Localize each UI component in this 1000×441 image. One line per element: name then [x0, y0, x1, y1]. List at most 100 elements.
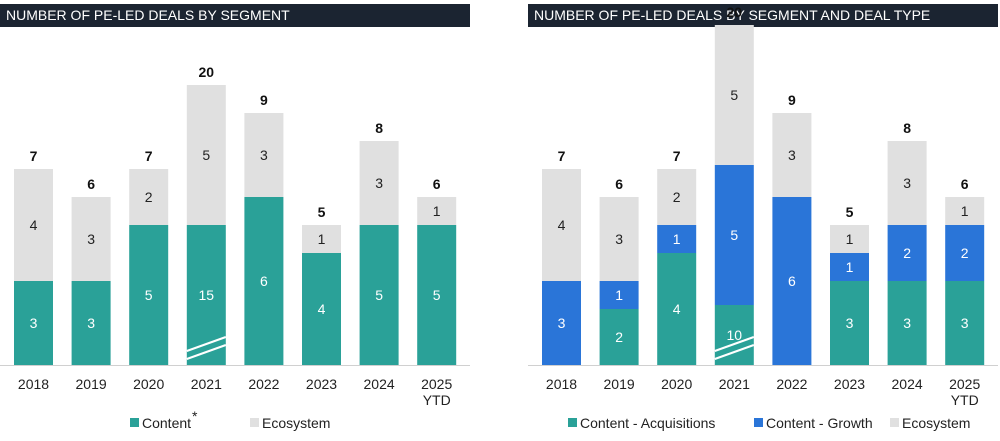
segment-value-label: 3 [87, 315, 95, 331]
legend: Content * Ecosystem [130, 408, 330, 431]
legend-label: Ecosystem [262, 415, 330, 431]
bar-2025: 3 2 1 [945, 197, 985, 365]
bar-2023: 3 1 1 [830, 225, 869, 365]
bar-segment [542, 169, 581, 281]
legend-swatch [890, 418, 899, 427]
segment-value-label: 3 [903, 175, 911, 191]
x-tick-label: 2021 [191, 376, 222, 392]
x-tick-sublabel: YTD [423, 392, 451, 408]
legend-label: Content [142, 415, 191, 431]
segment-value-label: 1 [673, 231, 681, 247]
bar-2021: 10 5 5 [714, 25, 755, 365]
bar-total-label: 7 [558, 148, 566, 164]
axis-break-line [186, 336, 227, 352]
x-tick-label: 2020 [133, 376, 164, 392]
bar-2023: 41 [302, 225, 341, 365]
legend: Content - Acquisitions Content - Growth Ec… [568, 415, 970, 431]
bar-total-label: 5 [318, 204, 326, 220]
bar-segment [657, 169, 697, 225]
x-tick-label: 2020 [661, 376, 692, 392]
bar-2025: 51 [417, 197, 457, 365]
segment-value-label: 3 [30, 315, 38, 331]
segment-value-label: 4 [318, 301, 326, 317]
bar-segment [129, 169, 169, 225]
segment-value-label: 5 [375, 287, 383, 303]
segment-value-label: 2 [145, 189, 153, 205]
bar-segment [359, 225, 399, 365]
segment-value-label: 5 [730, 227, 738, 243]
x-tick-label: 2018 [546, 376, 577, 392]
x-tick-label: 2023 [306, 376, 337, 392]
segment-value-label: 1 [961, 203, 969, 219]
legend-swatch [754, 418, 763, 427]
bar-2018: 34 [14, 169, 53, 365]
x-tick-label: 2022 [248, 376, 279, 392]
segment-value-label: 3 [961, 315, 969, 331]
x-tick-label: 2022 [776, 376, 807, 392]
legend-item: Content - Growth [754, 415, 873, 431]
bar-segment [359, 141, 399, 225]
bar-segment [945, 197, 985, 225]
bar-segment [417, 225, 457, 365]
bar-segment [244, 197, 284, 365]
legend-label: Content - Acquisitions [580, 415, 715, 431]
bar-2022: 63 [244, 113, 284, 365]
segment-value-label: 2 [673, 189, 681, 205]
axis-break-line [714, 344, 755, 360]
bar-2020: 4 1 2 [657, 169, 697, 365]
bar-total-label: 8 [903, 120, 911, 136]
bar-total-label: 7 [673, 148, 681, 164]
segment-value-label: 1 [318, 231, 326, 247]
x-tick-label: 2025 [949, 376, 980, 392]
segment-value-label: 2 [615, 329, 623, 345]
bar-segment [599, 309, 639, 365]
legend-footnote-marker: * [192, 408, 198, 424]
chart-panel-deal-type: NUMBER OF PE-LED DEALS BY SEGMENT AND DE… [528, 0, 1000, 441]
bar-segment [945, 281, 985, 365]
bar-segment [14, 169, 53, 281]
bar-total-label: 6 [961, 176, 969, 192]
bar-segment [714, 165, 754, 305]
x-tick-label: 2024 [892, 376, 923, 392]
segment-value-label: 15 [199, 287, 215, 303]
chart-deal-type: 3472018213620194127202010552020216392022… [528, 4, 998, 431]
bar-total-label: 9 [788, 92, 796, 108]
x-tick-label: 2024 [364, 376, 395, 392]
x-tick-label: 2018 [18, 376, 49, 392]
segment-value-label: 4 [673, 301, 681, 317]
segment-value-label: 5 [145, 287, 153, 303]
bar-segment [186, 85, 226, 225]
x-tick-label: 2025 [421, 376, 452, 392]
bar-segment [657, 225, 697, 253]
bar-2018: 34 [542, 169, 581, 365]
bar-segment [887, 141, 927, 225]
legend-item: Ecosystem [890, 415, 970, 431]
chart-segment: 3472018336201952720201552020216392022415… [0, 64, 470, 431]
x-tick-label: 2023 [834, 376, 865, 392]
bar-total-label: 5 [846, 204, 854, 220]
segment-value-label: 4 [30, 217, 38, 233]
bar-2019: 2 1 3 [599, 197, 639, 365]
bar-segment [657, 253, 697, 365]
bar-2019: 33 [71, 197, 111, 365]
segment-value-label: 1 [615, 287, 623, 303]
legend-item: Content * [130, 408, 198, 431]
bar-2022: 63 [772, 113, 812, 365]
segment-value-label: 1 [433, 203, 441, 219]
segment-value-label: 1 [846, 231, 854, 247]
legend-label: Content - Growth [766, 415, 873, 431]
bar-segment [599, 197, 639, 281]
bar-segment [772, 113, 812, 197]
bar-segment [71, 197, 111, 281]
bar-total-label: 6 [87, 176, 95, 192]
x-tick-label: 2019 [76, 376, 107, 392]
chart-title: NUMBER OF PE-LED DEALS BY SEGMENT AND DE… [528, 4, 998, 27]
bar-segment [542, 281, 581, 365]
bar-total-label: 6 [615, 176, 623, 192]
chart-panel-segment: NUMBER OF PE-LED DEALS BY SEGMENT 3 4 7 201… [0, 0, 472, 441]
segment-value-label: 5 [730, 87, 738, 103]
bar-segment [14, 281, 53, 365]
segment-value-label: 1 [846, 259, 854, 275]
segment-value-label: 3 [788, 147, 796, 163]
bar-total-label: 7 [30, 148, 38, 164]
